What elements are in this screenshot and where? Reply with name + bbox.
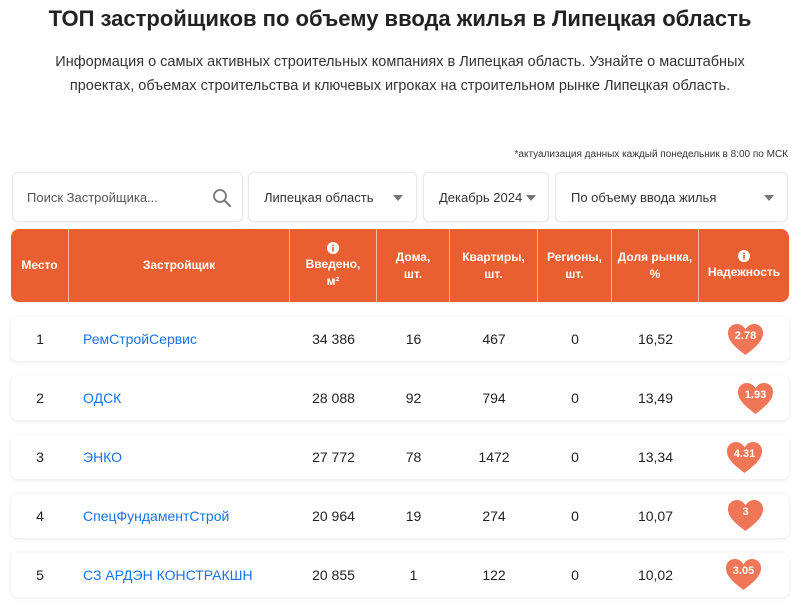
place-cell: 2 — [36, 390, 44, 406]
reliability-value: 3 — [742, 506, 749, 518]
table-row: 1 РемСтройСервис 34 386 16 467 0 16,52 2… — [11, 317, 789, 361]
date-select[interactable]: Декабрь 2024 — [423, 172, 549, 222]
search-input[interactable] — [27, 189, 207, 205]
place-cell: 1 — [36, 331, 44, 347]
column-header-developer[interactable]: Застройщик — [69, 229, 290, 302]
reliability-value: 3.05 — [732, 565, 755, 577]
place-cell: 3 — [36, 449, 44, 465]
reliability-badge[interactable]: 2.78 — [727, 323, 764, 356]
column-header-share[interactable]: Доля рынка, % — [612, 229, 699, 302]
reliability-value: 1.93 — [744, 389, 767, 401]
chevron-down-icon — [764, 195, 774, 201]
chevron-down-icon — [393, 195, 403, 201]
houses-cell: 1 — [409, 567, 418, 583]
table-row: 4 СпецФундаментСтрой 20 964 19 274 0 10,… — [11, 494, 789, 538]
reliability-badge[interactable]: 1.93 — [737, 382, 774, 415]
developer-cell: СпецФундаментСтрой — [83, 494, 293, 538]
info-icon[interactable] — [738, 250, 750, 262]
reliability-value: 4.31 — [733, 448, 756, 460]
regions-cell: 0 — [571, 567, 579, 583]
reliability-badge[interactable]: 3.05 — [725, 558, 762, 591]
regions-cell: 0 — [571, 449, 579, 465]
place-cell: 4 — [36, 508, 44, 524]
apartments-cell: 1472 — [478, 449, 510, 465]
developer-link[interactable]: РемСтройСервис — [83, 331, 197, 347]
apartments-cell: 122 — [482, 567, 506, 583]
table-row: 5 СЗ АРДЭН КОНСТРАКШН 20 855 1 122 0 10,… — [11, 553, 789, 597]
subtitle-line-1: Информация о самых активных строительных… — [55, 54, 745, 70]
chevron-down-icon — [526, 195, 536, 201]
reliability-badge[interactable]: 4.31 — [726, 441, 763, 474]
info-icon[interactable] — [327, 241, 339, 254]
column-header-place[interactable]: Место — [11, 229, 69, 302]
developer-cell: ОДСК — [83, 376, 293, 420]
region-select[interactable]: Липецкая область — [248, 172, 417, 222]
heart-icon — [726, 559, 761, 590]
regions-cell: 0 — [571, 508, 579, 524]
column-header-apartments[interactable]: Квартиры, шт. — [450, 229, 538, 302]
share-cell: 13,49 — [637, 390, 674, 406]
apartments-cell: 467 — [482, 331, 506, 347]
table-header: Место Застройщик Введено, м² Дома, шт. К… — [11, 229, 789, 302]
developer-cell: РемСтройСервис — [83, 317, 293, 361]
subtitle-line-2: проектах, объемах строительства и ключев… — [69, 78, 731, 94]
regions-cell: 0 — [571, 331, 579, 347]
houses-cell: 16 — [405, 331, 422, 347]
date-select-value: Декабрь 2024 — [439, 189, 523, 205]
search-icon[interactable] — [212, 188, 232, 208]
search-box[interactable] — [12, 172, 243, 222]
table-row: 2 ОДСК 28 088 92 794 0 13,49 1.93 — [11, 376, 789, 420]
area-cell: 28 088 — [312, 390, 355, 406]
heart-icon — [727, 442, 762, 473]
page-subtitle: Информация о самых активных строительных… — [10, 50, 790, 98]
share-cell: 10,02 — [637, 567, 674, 583]
column-header-commissioned[interactable]: Введено, м² — [290, 229, 377, 302]
apartments-cell: 274 — [482, 508, 506, 524]
regions-cell: 0 — [571, 390, 579, 406]
reliability-value: 2.78 — [734, 330, 757, 342]
developer-link[interactable]: СЗ АРДЭН КОНСТРАКШН — [83, 567, 253, 583]
place-cell: 5 — [36, 567, 44, 583]
sort-select-value: По объему ввода жилья — [571, 189, 717, 205]
filter-bar: Липецкая область Декабрь 2024 По объему … — [0, 172, 800, 222]
table-row: 3 ЭНКО 27 772 78 1472 0 13,34 4.31 — [11, 435, 789, 479]
developer-link[interactable]: СпецФундаментСтрой — [83, 508, 230, 524]
developer-link[interactable]: ЭНКО — [83, 449, 123, 465]
heart-icon — [728, 500, 763, 531]
houses-cell: 78 — [405, 449, 422, 465]
developer-cell: СЗ АРДЭН КОНСТРАКШН — [83, 553, 293, 597]
area-cell: 27 772 — [312, 449, 355, 465]
share-cell: 16,52 — [637, 331, 674, 347]
developer-link[interactable]: ОДСК — [83, 390, 122, 406]
share-cell: 10,07 — [637, 508, 674, 524]
houses-cell: 92 — [405, 390, 422, 406]
page-title: ТОП застройщиков по объему ввода жилья в… — [48, 6, 752, 31]
apartments-cell: 794 — [482, 390, 506, 406]
column-header-houses[interactable]: Дома, шт. — [377, 229, 450, 302]
area-cell: 34 386 — [312, 331, 355, 347]
region-select-value: Липецкая область — [264, 189, 374, 205]
share-cell: 13,34 — [637, 449, 674, 465]
developer-cell: ЭНКО — [83, 435, 293, 479]
reliability-badge[interactable]: 3 — [727, 499, 764, 532]
update-note: *актуализация данных каждый понедельник … — [514, 149, 788, 160]
heart-icon — [728, 324, 763, 355]
houses-cell: 19 — [405, 508, 422, 524]
sort-select[interactable]: По объему ввода жилья — [555, 172, 788, 222]
heart-icon — [738, 383, 773, 414]
column-header-reliability[interactable]: Надежность — [699, 229, 789, 302]
area-cell: 20 964 — [312, 508, 355, 524]
column-header-regions[interactable]: Регионы, шт. — [538, 229, 612, 302]
area-cell: 20 855 — [312, 567, 355, 583]
